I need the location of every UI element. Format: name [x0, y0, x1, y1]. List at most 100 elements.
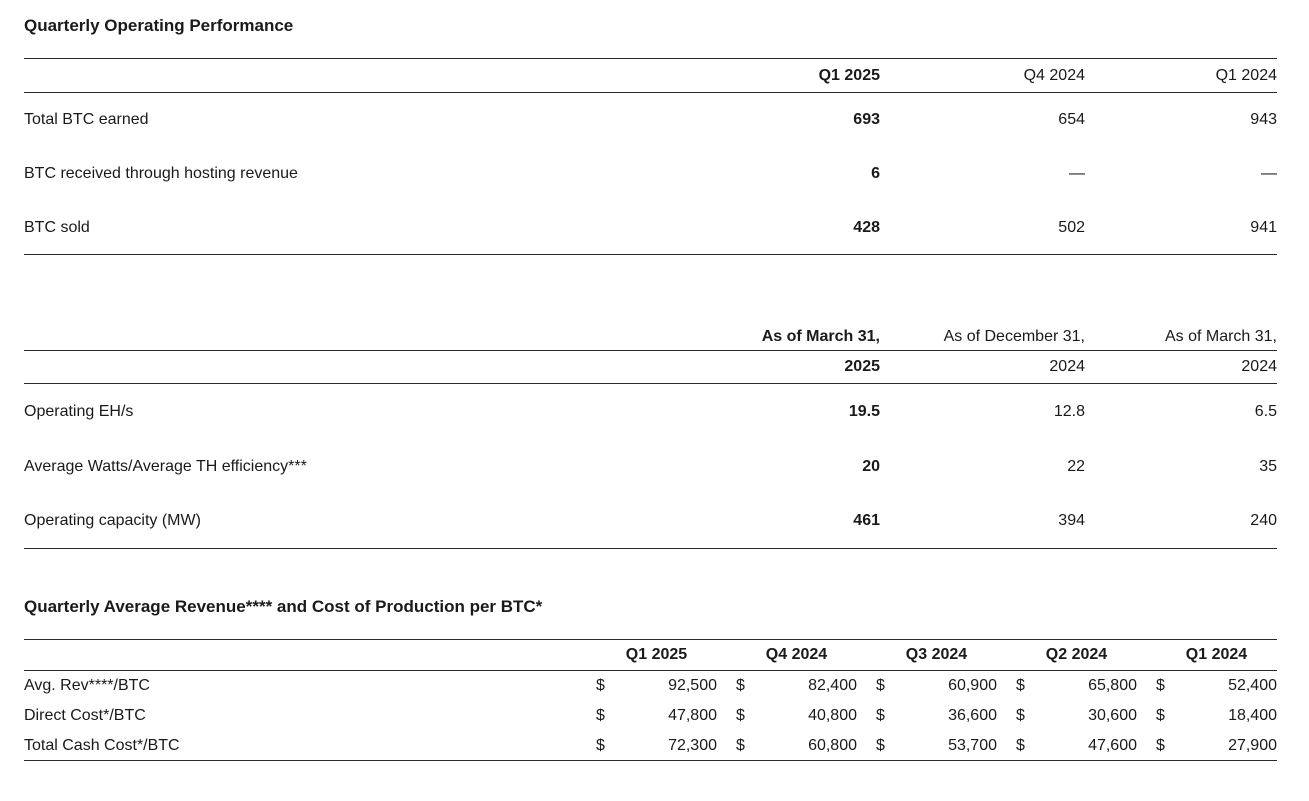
amount: 47,600: [1088, 736, 1137, 754]
amount: 53,700: [948, 736, 997, 754]
row-label: Total BTC earned: [24, 111, 149, 128]
value-cell: 35: [1259, 457, 1277, 475]
value-cell: $ 60,900: [876, 677, 997, 695]
value-cell: 19.5: [848, 402, 880, 420]
column-header-q1-2024: Q1 2024: [1185, 646, 1248, 663]
value-cell: 6: [871, 165, 880, 182]
value-cell: $ 18,400: [1156, 707, 1277, 725]
column-header-as-of-march-2025: As of March 31,: [761, 327, 880, 345]
currency-symbol: $: [736, 736, 745, 754]
revenue-cost-table: Q1 2025 Q4 2024 Q3 2024 Q2 2024 Q1 2024 …: [24, 639, 1277, 761]
row-label: BTC sold: [24, 218, 90, 236]
column-header-as-of-december-2024: As of December 31,: [943, 327, 1085, 345]
amount: 52,400: [1228, 677, 1277, 694]
table-row-direct-cost-per-btc: Direct Cost*/BTC $ 47,800 $ 40,800 $ 36,…: [24, 701, 1277, 731]
section-title-operating-performance: Quarterly Operating Performance: [24, 16, 294, 35]
row-label: BTC received through hosting revenue: [24, 165, 298, 182]
table-row-btc-hosting-revenue: BTC received through hosting revenue 6 —…: [24, 147, 1277, 201]
operating-capacity-table: As of March 31, As of December 31, As of…: [24, 323, 1277, 549]
value-cell: 6.5: [1254, 402, 1277, 420]
currency-symbol: $: [596, 736, 605, 754]
cost-table-header-row: Q1 2025 Q4 2024 Q3 2024 Q2 2024 Q1 2024: [24, 639, 1277, 671]
amount: 40,800: [808, 707, 857, 724]
table-row-btc-sold: BTC sold 428 502 941: [24, 201, 1277, 255]
value-cell: $ 47,800: [596, 707, 717, 725]
value-cell: 428: [853, 218, 880, 236]
amount: 60,900: [948, 677, 997, 694]
currency-symbol: $: [1156, 707, 1165, 724]
column-header-q4-2024: Q4 2024: [765, 646, 828, 663]
value-cell: $ 60,800: [736, 737, 857, 755]
column-header-year-2024: 2024: [1049, 358, 1085, 375]
column-header-q1-2024: Q1 2024: [1215, 66, 1277, 84]
value-cell: 394: [1058, 512, 1085, 529]
value-cell: 693: [853, 111, 880, 128]
value-cell: $ 40,800: [736, 707, 857, 725]
amount: 60,800: [808, 736, 857, 754]
table-row-total-btc-earned: Total BTC earned 693 654 943: [24, 93, 1277, 147]
amount: 27,900: [1228, 736, 1277, 754]
column-header-q3-2024: Q3 2024: [905, 646, 968, 663]
column-header-q1-2025: Q1 2025: [818, 66, 880, 84]
amount: 82,400: [808, 677, 857, 694]
value-cell: 941: [1250, 218, 1277, 236]
currency-symbol: $: [1016, 707, 1025, 724]
value-cell: —: [1261, 165, 1277, 182]
currency-symbol: $: [1156, 677, 1165, 694]
btc-table-header-row: Q1 2025 Q4 2024 Q1 2024: [24, 58, 1277, 93]
value-cell: 240: [1250, 512, 1277, 529]
value-cell: $ 65,800: [1016, 677, 1137, 695]
value-cell: $ 82,400: [736, 677, 857, 695]
column-header-year-2025: 2025: [844, 358, 880, 375]
amount: 36,600: [948, 707, 997, 724]
table-row-total-cash-cost-per-btc: Total Cash Cost*/BTC $ 72,300 $ 60,800 $…: [24, 731, 1277, 761]
table-row-operating-ehs: Operating EH/s 19.5 12.8 6.5: [24, 384, 1277, 439]
row-label: Direct Cost*/BTC: [24, 707, 146, 724]
row-label: Average Watts/Average TH efficiency***: [24, 457, 307, 475]
capacity-header-line1: As of March 31, As of December 31, As of…: [24, 323, 1277, 351]
value-cell: 461: [853, 512, 880, 529]
currency-symbol: $: [596, 677, 605, 694]
value-cell: 22: [1067, 457, 1085, 475]
table-row-avg-rev-per-btc: Avg. Rev****/BTC $ 92,500 $ 82,400 $ 60,…: [24, 671, 1277, 701]
value-cell: $ 36,600: [876, 707, 997, 725]
column-header-q1-2025: Q1 2025: [625, 646, 688, 663]
value-cell: $ 52,400: [1156, 677, 1277, 695]
currency-symbol: $: [876, 736, 885, 754]
value-cell: 943: [1250, 111, 1277, 128]
column-header-year-2024b: 2024: [1241, 358, 1277, 375]
row-label: Operating capacity (MW): [24, 512, 201, 529]
value-cell: 20: [862, 457, 880, 475]
currency-symbol: $: [736, 677, 745, 694]
currency-symbol: $: [1156, 736, 1165, 754]
value-cell: 502: [1058, 218, 1085, 236]
value-cell: 654: [1058, 111, 1085, 128]
currency-symbol: $: [876, 677, 885, 694]
value-cell: $ 53,700: [876, 737, 997, 755]
value-cell: $ 30,600: [1016, 707, 1137, 725]
amount: 72,300: [668, 736, 717, 754]
value-cell: —: [1069, 165, 1085, 182]
currency-symbol: $: [1016, 677, 1025, 694]
row-label: Operating EH/s: [24, 402, 134, 420]
table-row-watts-th-efficiency: Average Watts/Average TH efficiency*** 2…: [24, 439, 1277, 494]
row-label: Avg. Rev****/BTC: [24, 677, 150, 694]
column-header-q2-2024: Q2 2024: [1045, 646, 1108, 663]
value-cell: $ 47,600: [1016, 737, 1137, 755]
column-header-q4-2024: Q4 2024: [1023, 66, 1085, 84]
column-header-as-of-march-2024: As of March 31,: [1164, 327, 1277, 345]
amount: 65,800: [1088, 677, 1137, 694]
currency-symbol: $: [596, 707, 605, 724]
row-label: Total Cash Cost*/BTC: [24, 736, 180, 754]
value-cell: $ 72,300: [596, 737, 717, 755]
value-cell: 12.8: [1053, 402, 1085, 420]
btc-production-table: Q1 2025 Q4 2024 Q1 2024 Total BTC earned…: [24, 58, 1277, 255]
amount: 92,500: [668, 677, 717, 694]
currency-symbol: $: [876, 707, 885, 724]
value-cell: $ 92,500: [596, 677, 717, 695]
currency-symbol: $: [1016, 736, 1025, 754]
currency-symbol: $: [736, 707, 745, 724]
amount: 18,400: [1228, 707, 1277, 724]
amount: 30,600: [1088, 707, 1137, 724]
